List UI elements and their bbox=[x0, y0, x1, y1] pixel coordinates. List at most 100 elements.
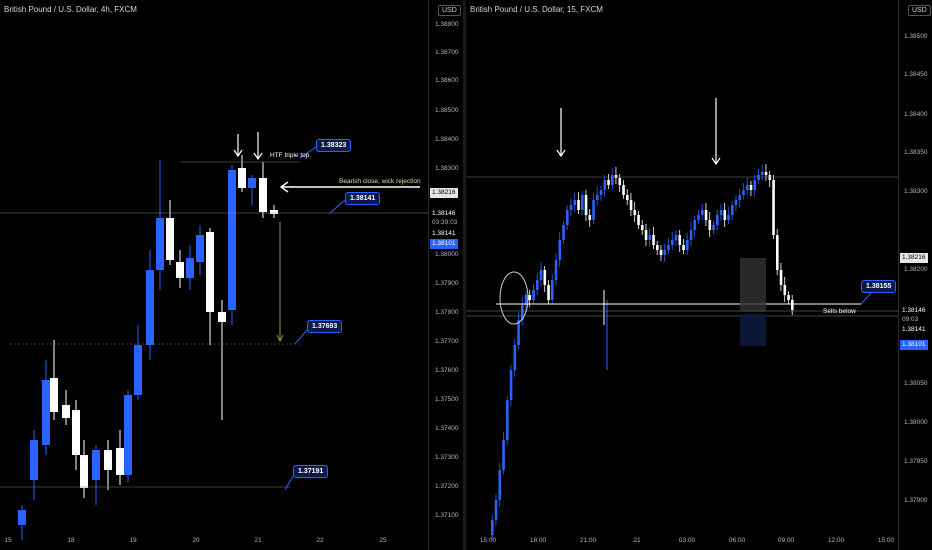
right-time-tick-8: 15:00 bbox=[877, 537, 895, 544]
right-candle-body-46 bbox=[663, 250, 667, 255]
right-currency-button[interactable]: USD bbox=[908, 5, 931, 16]
right-candle-body-32 bbox=[611, 175, 614, 185]
left-candle-body-12 bbox=[146, 270, 154, 345]
right-price-tick-1: 1.38450 bbox=[904, 71, 928, 78]
right-candle-body-25 bbox=[584, 195, 588, 215]
left-price-box-upper: 1.38216 bbox=[430, 188, 458, 198]
right-chart-panel[interactable]: British Pound / U.S. Dollar, 15, FXCM US… bbox=[466, 0, 932, 550]
panel-divider[interactable] bbox=[463, 0, 466, 550]
right-price-axis-separator bbox=[898, 0, 899, 550]
right-price-tick-8: 1.37950 bbox=[904, 458, 928, 465]
callout-connector-current bbox=[329, 199, 346, 214]
left-currency-button[interactable]: USD bbox=[438, 5, 461, 16]
right-candle-body-39 bbox=[637, 215, 640, 225]
left-price-tick-11: 1.37400 bbox=[435, 425, 459, 432]
callout-1-37693[interactable]: 1.37693 bbox=[307, 320, 343, 333]
left-time-tick-4: 21 bbox=[254, 537, 262, 544]
left-candle-body-5 bbox=[72, 410, 80, 455]
left-candle-body-16 bbox=[186, 258, 194, 278]
right-candle-body-2 bbox=[498, 470, 502, 500]
left-price-axis-separator bbox=[428, 0, 429, 550]
right-price-tick-6: 1.38050 bbox=[904, 380, 928, 387]
right-price-box-mid: 1.38141 bbox=[900, 325, 928, 335]
right-candle-body-3 bbox=[502, 440, 505, 470]
right-candle-body-58 bbox=[708, 220, 712, 230]
right-candle-body-0 bbox=[491, 520, 494, 535]
right-time-tick-0: 15:00 bbox=[479, 537, 497, 544]
right-highlight-circle bbox=[499, 271, 529, 325]
right-time-tick-5: 06:00 bbox=[728, 537, 746, 544]
left-candle-body-14 bbox=[166, 218, 174, 260]
right-candle-body-10 bbox=[528, 295, 532, 300]
right-candle-body-62 bbox=[723, 210, 727, 220]
left-price-tick-13: 1.37200 bbox=[435, 483, 459, 490]
right-candle-body-13 bbox=[539, 270, 543, 280]
right-candle-body-80 bbox=[791, 300, 794, 310]
left-candle-body-1 bbox=[30, 440, 38, 480]
right-candle-body-19 bbox=[562, 225, 565, 240]
left-price-tick-5: 1.38300 bbox=[435, 165, 459, 172]
callout-1-38323[interactable]: 1.38323 bbox=[316, 139, 352, 152]
right-time-tick-7: 12:00 bbox=[827, 537, 845, 544]
right-down-arrow-2 bbox=[711, 98, 721, 166]
left-candle-body-24 bbox=[270, 210, 278, 214]
right-candle-body-77 bbox=[779, 270, 783, 285]
right-candles-svg[interactable] bbox=[466, 0, 932, 550]
right-candle-body-67 bbox=[742, 190, 745, 195]
callout-connector-bottom bbox=[284, 475, 294, 491]
right-candle-body-51 bbox=[682, 245, 685, 250]
left-candle-body-13 bbox=[156, 218, 164, 270]
callout-connector-target bbox=[294, 329, 308, 345]
right-time-tick-2: 21:00 bbox=[579, 537, 597, 544]
right-candle-body-8 bbox=[521, 305, 524, 320]
sells-below-label: Sells below bbox=[823, 308, 856, 315]
right-candle-body-37 bbox=[629, 200, 633, 210]
callout-1-38155[interactable]: 1.38155 bbox=[861, 280, 897, 293]
left-candle-body-18 bbox=[206, 232, 214, 312]
right-price-tick-9: 1.37900 bbox=[904, 497, 928, 504]
left-time-tick-5: 22 bbox=[316, 537, 324, 544]
right-candle-body-34 bbox=[618, 178, 622, 185]
left-price-tick-8: 1.37700 bbox=[435, 338, 459, 345]
right-candle-body-55 bbox=[697, 215, 700, 220]
left-time-tick-6: 25 bbox=[379, 537, 387, 544]
right-candle-body-30 bbox=[603, 180, 607, 190]
left-price-tick-3: 1.38500 bbox=[435, 107, 459, 114]
left-price-box-lower: 1.38000 bbox=[435, 251, 459, 258]
callout-1-38141[interactable]: 1.38141 bbox=[345, 192, 381, 205]
right-time-tick-4: 03:00 bbox=[678, 537, 696, 544]
right-candle-body-60 bbox=[716, 215, 719, 225]
left-candle-body-17 bbox=[196, 235, 204, 262]
right-candle-body-53 bbox=[689, 230, 693, 240]
right-candle-body-11 bbox=[532, 290, 535, 300]
left-candle-body-8 bbox=[104, 450, 112, 470]
right-candle-body-42 bbox=[648, 235, 652, 240]
right-candle-body-57 bbox=[704, 210, 708, 220]
left-down-arrow-1 bbox=[233, 134, 243, 158]
right-candle-body-38 bbox=[633, 210, 637, 215]
htf-triple-top-label: HTF triple top bbox=[270, 152, 310, 159]
right-candle-body-59 bbox=[712, 225, 715, 230]
right-candle-body-36 bbox=[626, 195, 629, 200]
right-chart-title: British Pound / U.S. Dollar, 15, FXCM bbox=[470, 5, 603, 14]
right-candle-body-35 bbox=[622, 185, 625, 195]
right-candle-body-17 bbox=[554, 260, 558, 280]
left-down-arrow-2 bbox=[253, 132, 263, 161]
callout-connector-top bbox=[299, 146, 317, 159]
right-candle-body-65 bbox=[734, 200, 738, 205]
left-chart-panel[interactable]: British Pound / U.S. Dollar, 4h, FXCM US… bbox=[0, 0, 463, 550]
left-price-tick-10: 1.37500 bbox=[435, 396, 459, 403]
right-candle-body-7 bbox=[517, 320, 520, 345]
right-candle-body-47 bbox=[667, 245, 670, 250]
right-time-tick-1: 18:00 bbox=[529, 537, 547, 544]
left-time-tick-1: 18 bbox=[67, 537, 75, 544]
right-candle-body-16 bbox=[551, 280, 554, 300]
left-price-box-current: 1.38146 bbox=[430, 209, 458, 219]
left-candles-svg[interactable] bbox=[0, 0, 463, 550]
right-price-tick-7: 1.38000 bbox=[904, 419, 928, 426]
left-price-box-bid: 1.38101 bbox=[430, 239, 458, 249]
right-candle-body-63 bbox=[727, 215, 730, 220]
callout-1-37191[interactable]: 1.37191 bbox=[293, 465, 329, 478]
right-candle-body-5 bbox=[509, 370, 513, 400]
right-candle-body-14 bbox=[543, 270, 547, 285]
